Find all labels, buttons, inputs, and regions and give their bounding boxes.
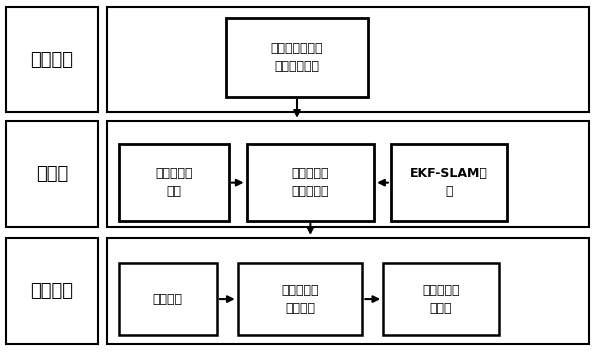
Text: 数据处理: 数据处理: [30, 282, 74, 300]
Text: 无人机运动
与测量模块: 无人机运动 与测量模块: [292, 167, 329, 198]
Bar: [119, 263, 217, 335]
Text: 电力杆塔结构模
型数据库模块: 电力杆塔结构模 型数据库模块: [271, 42, 323, 73]
Text: 杆塔模型重
建模块: 杆塔模型重 建模块: [422, 284, 460, 315]
Text: EKF-SLAM算
法: EKF-SLAM算 法: [410, 167, 488, 198]
Text: 传感器数据
采集: 传感器数据 采集: [155, 167, 192, 198]
Bar: [226, 18, 368, 97]
Bar: [107, 7, 589, 112]
Bar: [391, 144, 507, 221]
Text: 点云数据: 点云数据: [153, 293, 183, 306]
Bar: [383, 263, 499, 335]
Bar: [107, 238, 589, 344]
Bar: [107, 121, 589, 227]
Bar: [247, 144, 374, 221]
Text: 无人机: 无人机: [36, 165, 68, 183]
Text: 电力杆塔: 电力杆塔: [30, 51, 74, 69]
Bar: [6, 7, 98, 112]
Bar: [238, 263, 362, 335]
Text: 无人机数据
处理模块: 无人机数据 处理模块: [281, 284, 319, 315]
Bar: [6, 121, 98, 227]
Bar: [119, 144, 229, 221]
Bar: [6, 238, 98, 344]
